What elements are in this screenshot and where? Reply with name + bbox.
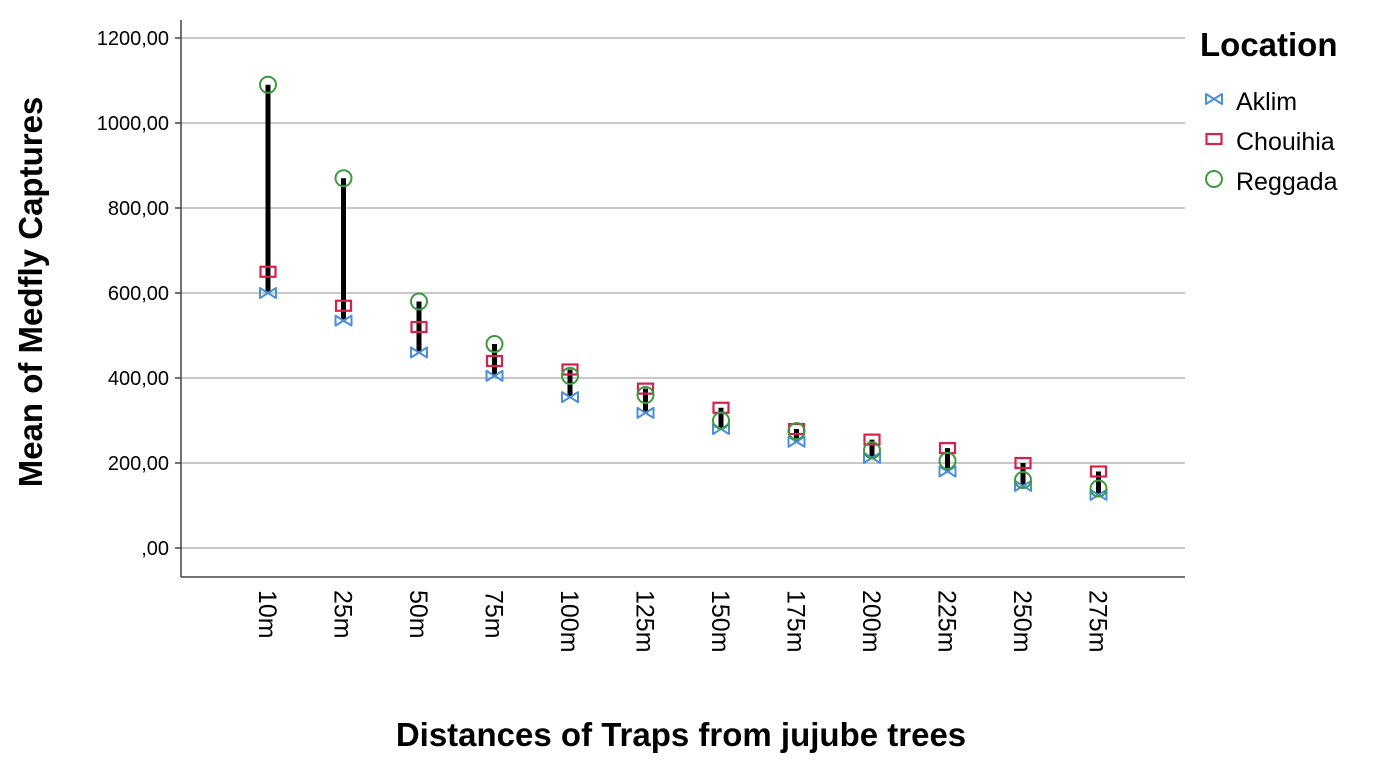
point-reggada-200m (863, 441, 881, 460)
point-reggada-100m (561, 366, 579, 385)
point-chouihia-10m (259, 265, 277, 278)
x-tick-label: 10m (253, 590, 281, 639)
x-tick-label: 275m (1084, 590, 1112, 653)
x-tick-label: 225m (933, 590, 961, 653)
point-chouihia-50m (410, 320, 428, 334)
legend-title: Location (1200, 26, 1338, 63)
data-markers (259, 75, 1108, 501)
gridlines (181, 37, 1185, 549)
x-tick-label: 50m (404, 590, 432, 639)
point-aklim-100m (561, 391, 579, 404)
point-aklim-50m (410, 346, 428, 359)
legend: Location Aklim Chouihia Reggada (1200, 26, 1338, 196)
x-tick-labels: 10m 25m 50m 75m 100m 125m 150m 175m 200m 225m 250m… (253, 590, 1112, 653)
x-tick-label: 125m (631, 590, 659, 653)
x-tick-label: 100m (555, 590, 583, 653)
legend-marker-reggada (1205, 170, 1223, 188)
legend-label-chouihia: Chouihia (1236, 128, 1335, 156)
point-chouihia-25m (334, 299, 353, 312)
y-tick-label: 1200,00 (97, 28, 169, 50)
y-axis-title: Mean of Medfly Captures (12, 97, 49, 488)
point-chouihia-275m (1089, 465, 1108, 478)
point-reggada-250m (1014, 471, 1032, 489)
x-tick-label: 200m (857, 590, 885, 653)
point-reggada-150m (712, 411, 730, 430)
point-reggada-225m (938, 451, 957, 470)
x-tick-label: 25m (329, 590, 357, 639)
legend-marker-chouihia (1205, 132, 1223, 146)
x-tick-label: 250m (1008, 590, 1036, 653)
point-reggada-75m (485, 335, 504, 353)
point-aklim-175m (787, 435, 806, 448)
point-reggada-125m (636, 386, 655, 404)
drop-lines (265, 84, 1101, 495)
point-aklim-75m (485, 369, 504, 382)
y-tick-label: 200,00 (108, 453, 169, 475)
point-reggada-25m (334, 169, 353, 188)
point-aklim-25m (334, 314, 353, 327)
point-reggada-50m (410, 292, 428, 311)
point-reggada-10m (259, 75, 277, 94)
x-tick-label: 75m (480, 590, 508, 639)
axes (180, 20, 1185, 578)
y-tick-label: 800,00 (108, 198, 169, 220)
point-aklim-10m (259, 287, 277, 299)
y-tick-label: 600,00 (108, 283, 169, 305)
y-tick-label: 400,00 (108, 368, 169, 390)
point-chouihia-100m (561, 363, 579, 376)
legend-marker-aklim (1205, 93, 1223, 105)
point-chouihia-125m (636, 382, 655, 395)
point-aklim-225m (938, 465, 957, 478)
point-chouihia-75m (485, 354, 504, 368)
y-tick-label: 1000,00 (97, 113, 169, 135)
point-reggada-175m (787, 422, 806, 441)
x-tick-label: 175m (782, 590, 810, 653)
legend-items: Aklim Chouihia Reggada (1205, 88, 1338, 196)
legend-label-aklim: Aklim (1236, 88, 1297, 116)
point-reggada-275m (1089, 479, 1108, 498)
point-chouihia-250m (1014, 456, 1032, 470)
legend-label-reggada: Reggada (1236, 168, 1338, 196)
x-tick-label: 150m (706, 590, 734, 653)
point-aklim-125m (636, 406, 655, 419)
x-axis-title: Distances of Traps from jujube trees (396, 716, 966, 753)
y-tick-labels: 1200,00 1000,00 800,00 600,00 400,00 200,00 ,0… (97, 28, 181, 560)
y-tick-label: ,00 (141, 538, 169, 560)
point-chouihia-200m (863, 433, 881, 446)
